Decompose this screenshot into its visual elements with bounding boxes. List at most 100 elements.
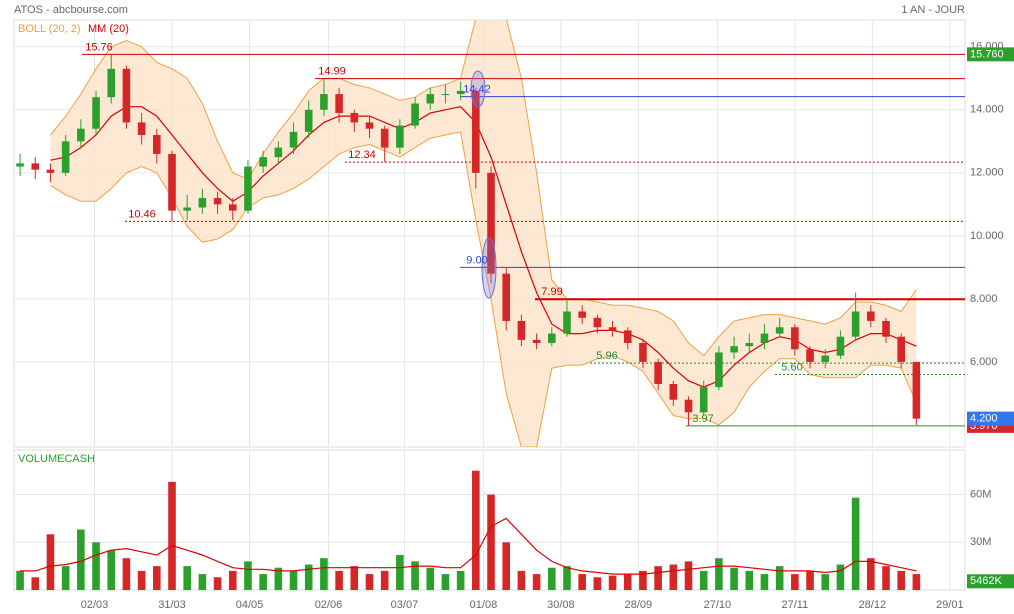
volume-bar [912, 574, 921, 590]
x-tick-label: 28/12 [859, 599, 887, 611]
bollinger-lower [50, 131, 917, 447]
x-tick-label: 02/03 [81, 599, 109, 611]
volume-bar [426, 567, 435, 590]
x-tick-label: 30/08 [547, 599, 575, 611]
volume-bar [183, 566, 191, 590]
volume-bar [396, 555, 404, 590]
candle-body [517, 320, 526, 340]
x-tick-label: 29/01 [936, 599, 964, 611]
candle-body [684, 399, 693, 413]
volume-bar [228, 570, 237, 590]
candle-body [547, 333, 556, 344]
candle-body [821, 355, 830, 362]
volume-bar [760, 574, 769, 590]
candle-body [472, 90, 480, 173]
volume-bar [867, 558, 875, 590]
level-label: 5.96 [596, 350, 617, 362]
candle-body [730, 346, 738, 353]
volume-bar [61, 566, 70, 590]
candle-body [365, 122, 374, 129]
price-tag-label: 4.200 [970, 413, 998, 425]
candle-body [350, 112, 359, 123]
volume-bar [441, 574, 450, 590]
moving-average [50, 106, 917, 388]
candle-body [77, 128, 85, 142]
y-tick-label: 12.000 [970, 167, 1004, 179]
price-tag [967, 411, 1014, 426]
candle-body [745, 343, 754, 347]
volume-bar [31, 577, 40, 590]
volume-bar [669, 564, 678, 590]
volume-bar [517, 570, 526, 590]
x-tick-label: 31/03 [158, 599, 186, 611]
candle-body [396, 125, 404, 148]
candle-body [715, 352, 723, 388]
volume-bar [532, 574, 541, 590]
candle-body [502, 273, 511, 321]
candle-body [259, 157, 267, 167]
volume-bar [775, 566, 784, 590]
volume-bar [472, 470, 480, 590]
candle-body [608, 327, 617, 331]
candle-body [122, 68, 131, 123]
candle-body [487, 172, 495, 274]
candle-body [867, 311, 875, 321]
y-tick-label: 60M [970, 488, 991, 500]
y-tick-label: 10.000 [970, 230, 1004, 242]
candle-body [289, 131, 298, 148]
x-tick-label: 27/11 [781, 599, 808, 611]
candle-body [791, 327, 799, 350]
header-title: ATOS - abcbourse.com [14, 4, 128, 16]
y-tick-label: 8.000 [970, 293, 998, 305]
volume-bar [289, 570, 298, 590]
candle-body [563, 311, 571, 334]
level-label: 3.97 [692, 413, 713, 425]
volume-bar [153, 566, 161, 590]
candle-body [107, 68, 116, 98]
volume-bar [851, 497, 860, 590]
level-label: 12.34 [348, 149, 376, 161]
volume-bar [213, 577, 222, 590]
candle-body [380, 128, 389, 148]
volume-average [20, 517, 917, 575]
candle-body [806, 349, 814, 362]
x-tick-label: 01/08 [470, 599, 498, 611]
volume-bar [335, 570, 343, 590]
volume-bar [699, 570, 708, 590]
price-plot [14, 20, 965, 447]
candle-body [183, 207, 191, 211]
volume-bar [350, 566, 359, 590]
candle-body [593, 317, 602, 328]
volume-bar [259, 574, 267, 590]
header-period: 1 AN - JOUR [901, 4, 965, 16]
highlight [481, 237, 497, 299]
candle-body [912, 361, 921, 419]
volume-bar [122, 558, 131, 590]
volume-bar [77, 529, 85, 590]
candle-body [426, 94, 435, 104]
volume-bar [639, 570, 647, 590]
candle-body [851, 311, 860, 337]
volume-bar [563, 566, 571, 590]
overlay: 15.76 14.99 14.42 12.34 10.46 9.00 7.99 5.96 5.6… [85, 41, 802, 425]
volume-bar [137, 570, 146, 590]
candle-body [213, 198, 222, 205]
volume-bar [304, 564, 313, 590]
volume-bar [46, 534, 55, 590]
candle-body [198, 198, 207, 208]
candle-body [153, 135, 161, 154]
volume-bar [684, 561, 693, 590]
y-tick-label: 6.000 [970, 356, 998, 368]
candle-body [654, 361, 662, 384]
level-label: 14.42 [463, 83, 491, 95]
volume-bar [487, 494, 495, 590]
candle-body [335, 94, 343, 113]
volume-bar [593, 577, 602, 590]
candle-body [274, 147, 283, 158]
volume-bar [274, 567, 283, 590]
candle-body [456, 90, 465, 95]
candle-body [31, 163, 40, 170]
candle-body [411, 103, 419, 126]
candle-body [578, 311, 586, 318]
